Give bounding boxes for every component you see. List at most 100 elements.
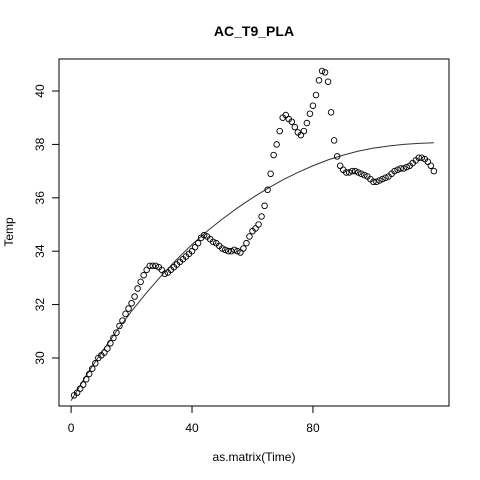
data-point <box>358 170 365 178</box>
data-point <box>291 123 299 131</box>
x-axis-label: as.matrix(Time) <box>213 450 296 464</box>
data-point <box>219 245 226 252</box>
data-point <box>85 370 93 378</box>
data-point <box>113 329 120 336</box>
data-point <box>373 178 380 186</box>
fit-curve <box>70 142 434 401</box>
data-point <box>137 278 144 286</box>
data-point <box>391 167 398 175</box>
data-point <box>258 213 265 220</box>
data-point <box>119 317 126 324</box>
data-point <box>116 322 123 330</box>
data-point <box>246 233 253 240</box>
data-point <box>382 174 389 182</box>
data-point <box>234 247 241 255</box>
data-point <box>333 153 341 160</box>
data-point <box>240 245 247 252</box>
data-point <box>345 169 353 176</box>
data-point <box>324 78 332 85</box>
data-point <box>376 177 383 184</box>
y-tick-label: 30 <box>33 351 47 365</box>
data-point <box>327 109 335 116</box>
data-point <box>255 221 262 228</box>
data-point <box>349 167 356 175</box>
data-point <box>134 285 141 292</box>
data-point <box>342 169 350 176</box>
data-point <box>270 151 277 159</box>
data-point <box>252 225 259 232</box>
y-tick-label: 34 <box>33 244 47 258</box>
data-point <box>267 170 274 178</box>
data-point <box>89 365 96 372</box>
data-point <box>370 178 377 186</box>
data-point <box>300 127 308 135</box>
data-point <box>110 334 117 342</box>
data-point <box>152 262 159 270</box>
data-point <box>194 239 202 247</box>
data-point <box>306 110 314 117</box>
data-point <box>309 102 317 109</box>
data-point <box>101 349 108 356</box>
x-tick-label: 40 <box>185 421 199 435</box>
data-point <box>76 385 84 392</box>
data-point <box>225 247 232 255</box>
data-point <box>303 119 311 127</box>
y-axis-label: Temp <box>2 217 16 247</box>
data-point <box>200 231 208 239</box>
y-tick-label: 38 <box>33 137 47 151</box>
data-point <box>273 141 280 148</box>
data-point <box>222 246 229 254</box>
data-point <box>261 202 268 210</box>
data-point <box>82 376 90 383</box>
data-point <box>107 340 114 347</box>
data-point <box>79 381 87 388</box>
data-points <box>70 67 438 399</box>
data-point <box>149 262 156 270</box>
data-point <box>191 243 199 251</box>
data-point <box>143 266 150 274</box>
data-point <box>352 167 359 175</box>
data-point <box>427 162 435 170</box>
data-point <box>140 271 147 279</box>
data-point <box>312 91 320 99</box>
data-point <box>318 67 326 75</box>
data-point <box>330 137 338 144</box>
y-tick-label: 32 <box>33 298 47 312</box>
data-point <box>161 270 169 278</box>
x-tick-label: 80 <box>306 421 320 435</box>
data-point <box>418 154 426 162</box>
data-point <box>430 167 438 175</box>
data-point <box>209 238 217 246</box>
data-point <box>128 299 135 307</box>
data-point <box>264 186 271 194</box>
plot-frame <box>58 58 450 407</box>
y-tick-label: 36 <box>33 191 47 205</box>
data-point <box>336 162 344 170</box>
data-point <box>276 127 283 135</box>
data-point <box>321 69 329 76</box>
data-point <box>282 111 289 119</box>
data-point <box>403 163 410 171</box>
data-point <box>397 165 404 172</box>
data-point <box>104 345 111 352</box>
data-point <box>394 166 401 174</box>
data-point <box>379 175 386 183</box>
y-axis: 30 32 34 36 38 40 <box>33 84 59 365</box>
data-point <box>288 118 296 125</box>
data-point <box>188 247 196 255</box>
data-point <box>400 165 407 172</box>
data-point <box>315 77 323 84</box>
data-point <box>122 310 129 318</box>
chart-title: AC_T9_PLA <box>214 23 294 39</box>
x-tick-label: 0 <box>68 421 75 435</box>
data-point <box>243 239 250 247</box>
data-point <box>92 360 99 367</box>
data-point <box>231 246 238 254</box>
data-point <box>415 154 423 162</box>
data-point <box>355 169 362 176</box>
y-tick-label: 40 <box>33 84 47 98</box>
data-point <box>361 171 368 179</box>
x-axis: 0 40 80 <box>68 406 320 435</box>
data-point <box>125 305 132 312</box>
